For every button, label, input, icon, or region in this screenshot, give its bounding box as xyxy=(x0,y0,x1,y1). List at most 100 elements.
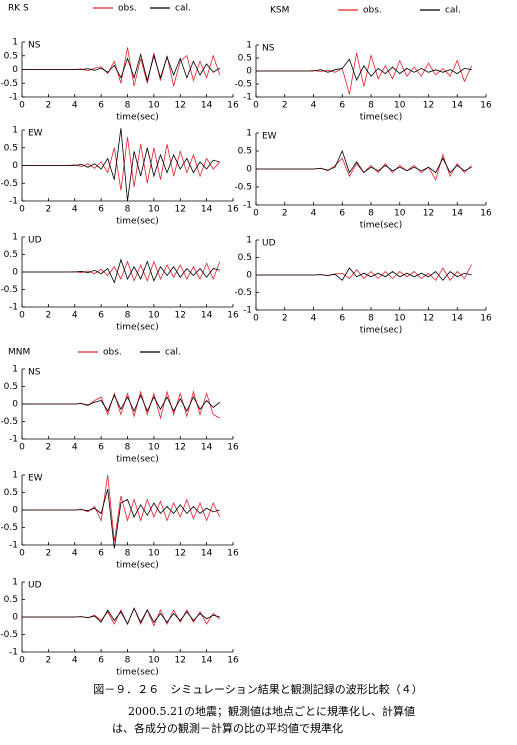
x-tick-label: 10 xyxy=(148,549,160,559)
waveform xyxy=(22,394,221,412)
x-tick-label: 6 xyxy=(339,101,345,111)
x-tick-label: 14 xyxy=(452,101,464,111)
x-axis-label: time(sec) xyxy=(360,221,403,231)
x-tick-label: 16 xyxy=(227,311,239,321)
component-label: NS xyxy=(28,41,41,51)
y-tick-label: -0.5 xyxy=(0,630,18,640)
y-tick-label: 0.5 xyxy=(4,382,18,392)
x-tick-label: 10 xyxy=(394,101,406,111)
legend-label: obs. xyxy=(363,6,382,16)
x-tick-label: 0 xyxy=(19,443,25,453)
x-tick-label: 4 xyxy=(72,443,78,453)
waveform xyxy=(22,607,220,625)
y-tick-label: 0.5 xyxy=(4,488,18,498)
x-tick-label: 12 xyxy=(175,443,186,453)
y-tick-label: 1 xyxy=(12,365,18,375)
x-tick-label: 10 xyxy=(148,311,160,321)
y-tick-label: 0 xyxy=(12,506,18,516)
waveform xyxy=(256,267,472,281)
x-tick-label: 4 xyxy=(311,101,317,111)
legend-label: obs. xyxy=(118,4,137,14)
x-tick-label: 12 xyxy=(423,314,434,324)
x-axis-label: time(sec) xyxy=(116,323,159,333)
x-tick-label: 2 xyxy=(46,656,52,666)
y-tick-label: -1 xyxy=(9,435,18,445)
x-tick-label: 14 xyxy=(201,205,213,215)
x-tick-label: 6 xyxy=(98,311,104,321)
x-tick-label: 0 xyxy=(19,549,25,559)
x-tick-label: 8 xyxy=(368,209,374,219)
y-tick-label: 0.5 xyxy=(4,143,18,153)
y-tick-label: -0.5 xyxy=(0,79,18,89)
waveform xyxy=(22,488,220,549)
x-tick-label: 4 xyxy=(311,314,317,324)
x-tick-label: 14 xyxy=(201,549,213,559)
x-axis-label: time(sec) xyxy=(116,455,159,465)
x-tick-label: 0 xyxy=(253,314,259,324)
y-tick-label: -1 xyxy=(243,201,252,211)
y-tick-label: 0.5 xyxy=(4,51,18,61)
x-tick-label: 8 xyxy=(125,101,131,111)
x-tick-label: 6 xyxy=(98,656,104,666)
x-axis-label: time(sec) xyxy=(116,668,159,678)
x-tick-label: 10 xyxy=(148,656,160,666)
x-tick-label: 12 xyxy=(423,101,434,111)
x-tick-label: 14 xyxy=(201,443,213,453)
x-tick-label: 16 xyxy=(227,549,239,559)
y-tick-label: 1 xyxy=(12,578,18,588)
waveform xyxy=(256,264,472,281)
caption-line: 2000.5.21の地震；観測値は地点ごとに規準化し、計算値 xyxy=(128,704,415,718)
x-tick-label: 6 xyxy=(98,549,104,559)
legend-label: obs. xyxy=(103,348,122,358)
y-tick-label: -1 xyxy=(9,93,18,103)
x-tick-label: 16 xyxy=(480,101,492,111)
legend-label: cal. xyxy=(445,6,461,16)
caption-line: は、各成分の観測－計算の比の平均値で規準化 xyxy=(112,721,343,735)
x-tick-label: 6 xyxy=(98,443,104,453)
y-tick-label: 1 xyxy=(12,233,18,243)
x-tick-label: 8 xyxy=(125,656,131,666)
x-tick-label: 12 xyxy=(175,205,186,215)
x-tick-label: 0 xyxy=(253,209,259,219)
component-label: EW xyxy=(262,132,277,142)
x-tick-label: 2 xyxy=(46,101,52,111)
station-label: RK S xyxy=(8,4,29,14)
x-axis-label: time(sec) xyxy=(116,113,159,123)
y-tick-label: -0.5 xyxy=(0,417,18,427)
y-tick-label: 0.5 xyxy=(238,253,252,263)
y-tick-label: 0.5 xyxy=(238,54,252,64)
waveform xyxy=(256,149,472,174)
y-tick-label: -0.5 xyxy=(234,183,252,193)
x-tick-label: 2 xyxy=(46,205,52,215)
y-tick-label: 0.5 xyxy=(4,595,18,605)
x-tick-label: 12 xyxy=(175,549,186,559)
x-tick-label: 8 xyxy=(125,311,131,321)
x-tick-label: 16 xyxy=(227,101,239,111)
y-tick-label: 0 xyxy=(246,271,252,281)
legend-label: cal. xyxy=(165,348,181,358)
x-tick-label: 12 xyxy=(175,656,186,666)
x-tick-label: 0 xyxy=(253,101,259,111)
x-tick-label: 14 xyxy=(201,311,213,321)
x-tick-label: 6 xyxy=(339,314,345,324)
x-tick-label: 8 xyxy=(125,549,131,559)
x-tick-label: 4 xyxy=(72,311,78,321)
y-tick-label: -0.5 xyxy=(0,285,18,295)
y-tick-label: 0 xyxy=(246,67,252,77)
y-tick-label: 1 xyxy=(246,129,252,139)
component-label: UD xyxy=(262,239,276,249)
component-label: EW xyxy=(28,129,43,139)
y-tick-label: 1 xyxy=(12,471,18,481)
x-tick-label: 16 xyxy=(480,314,492,324)
y-tick-label: 0 xyxy=(12,268,18,278)
station-label: MNM xyxy=(8,348,30,358)
component-label: UD xyxy=(28,236,42,246)
y-tick-label: 0 xyxy=(12,613,18,623)
x-tick-label: 2 xyxy=(282,209,288,219)
x-tick-label: 16 xyxy=(227,443,239,453)
y-tick-label: 0 xyxy=(12,161,18,171)
waveform xyxy=(256,58,472,82)
figure-caption: 図－９．２６ シミュレーション結果と観測記録の波形比較（４） xyxy=(93,682,423,696)
waveform xyxy=(256,52,472,95)
